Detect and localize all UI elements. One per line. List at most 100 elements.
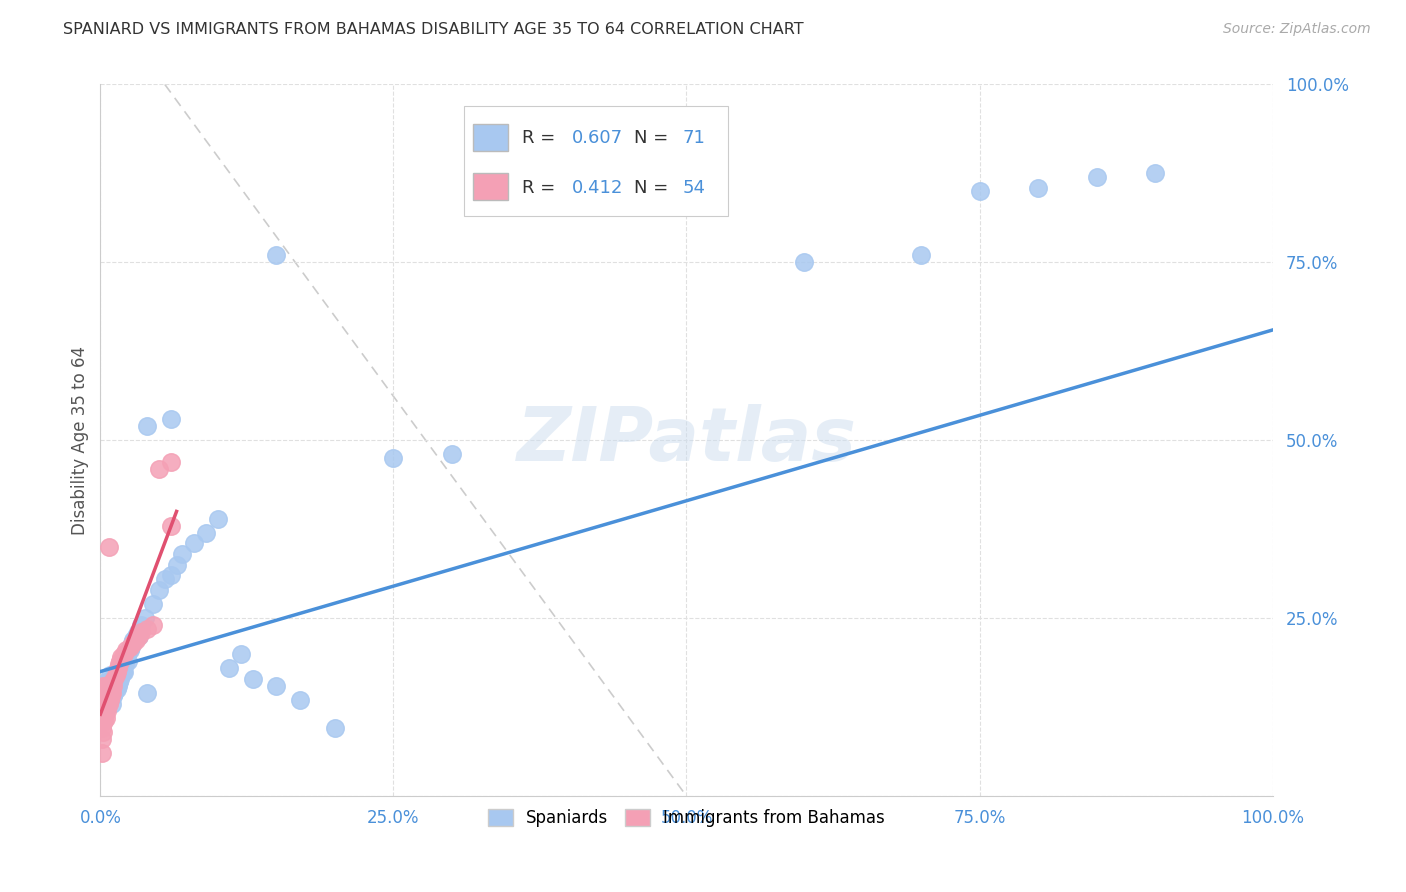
Point — [159, 455, 181, 469]
Text: 71: 71 — [683, 128, 706, 147]
Legend: Spaniards, Immigrants from Bahamas: Spaniards, Immigrants from Bahamas — [481, 803, 891, 834]
Point — [111, 665, 134, 679]
Point — [96, 693, 118, 707]
Point — [112, 665, 135, 679]
Point — [134, 611, 156, 625]
Text: 0.412: 0.412 — [572, 178, 623, 196]
Point — [100, 690, 122, 704]
Point — [96, 704, 118, 718]
Point — [110, 672, 132, 686]
Point — [114, 657, 136, 672]
Point — [148, 582, 170, 597]
Point — [101, 675, 124, 690]
Point — [118, 643, 141, 657]
Point — [90, 686, 112, 700]
Point — [117, 647, 139, 661]
Point — [100, 686, 122, 700]
Point — [96, 711, 118, 725]
Point — [131, 618, 153, 632]
Point — [122, 632, 145, 647]
Point — [90, 693, 112, 707]
Point — [120, 640, 142, 654]
Point — [91, 690, 114, 704]
Point — [101, 682, 124, 697]
Point — [107, 661, 129, 675]
Point — [124, 629, 146, 643]
Point — [94, 707, 117, 722]
Point — [90, 722, 112, 736]
Point — [96, 700, 118, 714]
Point — [93, 682, 115, 697]
Point — [90, 732, 112, 747]
Point — [96, 675, 118, 690]
Point — [110, 657, 132, 672]
Y-axis label: Disability Age 35 to 64: Disability Age 35 to 64 — [72, 346, 89, 535]
Point — [128, 629, 150, 643]
Point — [97, 540, 120, 554]
Point — [136, 686, 159, 700]
Point — [793, 255, 815, 269]
Point — [103, 672, 125, 686]
Point — [242, 672, 264, 686]
Text: R =: R = — [523, 128, 561, 147]
Point — [107, 679, 129, 693]
Point — [103, 675, 125, 690]
Point — [103, 679, 125, 693]
Point — [172, 547, 194, 561]
Point — [101, 697, 124, 711]
Point — [97, 697, 120, 711]
Point — [101, 672, 124, 686]
Point — [96, 682, 118, 697]
Point — [112, 647, 135, 661]
Point — [103, 686, 125, 700]
Point — [108, 657, 131, 672]
Point — [159, 568, 181, 582]
Point — [108, 675, 131, 690]
Point — [142, 618, 165, 632]
Text: 54: 54 — [683, 178, 706, 196]
Point — [136, 419, 159, 434]
Point — [108, 665, 131, 679]
Point — [183, 536, 205, 550]
Point — [218, 661, 240, 675]
Point — [115, 643, 138, 657]
Point — [104, 672, 127, 686]
FancyBboxPatch shape — [464, 106, 727, 216]
Point — [110, 668, 132, 682]
Point — [441, 448, 464, 462]
Point — [118, 640, 141, 654]
Point — [93, 704, 115, 718]
Point — [107, 668, 129, 682]
Point — [910, 248, 932, 262]
Text: R =: R = — [523, 178, 561, 196]
Point — [90, 707, 112, 722]
Point — [105, 665, 128, 679]
Point — [136, 622, 159, 636]
Point — [159, 518, 181, 533]
Point — [194, 525, 217, 540]
Point — [94, 686, 117, 700]
Point — [1144, 166, 1167, 180]
Point — [91, 679, 114, 693]
Point — [264, 248, 287, 262]
Point — [103, 668, 125, 682]
Point — [91, 711, 114, 725]
Point — [128, 629, 150, 643]
Text: SPANIARD VS IMMIGRANTS FROM BAHAMAS DISABILITY AGE 35 TO 64 CORRELATION CHART: SPANIARD VS IMMIGRANTS FROM BAHAMAS DISA… — [63, 22, 804, 37]
Point — [110, 654, 132, 668]
Text: N =: N = — [634, 178, 673, 196]
Point — [131, 625, 153, 640]
Point — [969, 184, 991, 198]
Point — [105, 682, 128, 697]
Point — [1085, 169, 1108, 184]
Point — [142, 597, 165, 611]
Point — [94, 697, 117, 711]
Point — [117, 654, 139, 668]
FancyBboxPatch shape — [474, 173, 509, 201]
Point — [159, 412, 181, 426]
Point — [104, 679, 127, 693]
Point — [104, 668, 127, 682]
Text: ZIPatlas: ZIPatlas — [516, 404, 856, 476]
Point — [100, 679, 122, 693]
Point — [153, 572, 176, 586]
